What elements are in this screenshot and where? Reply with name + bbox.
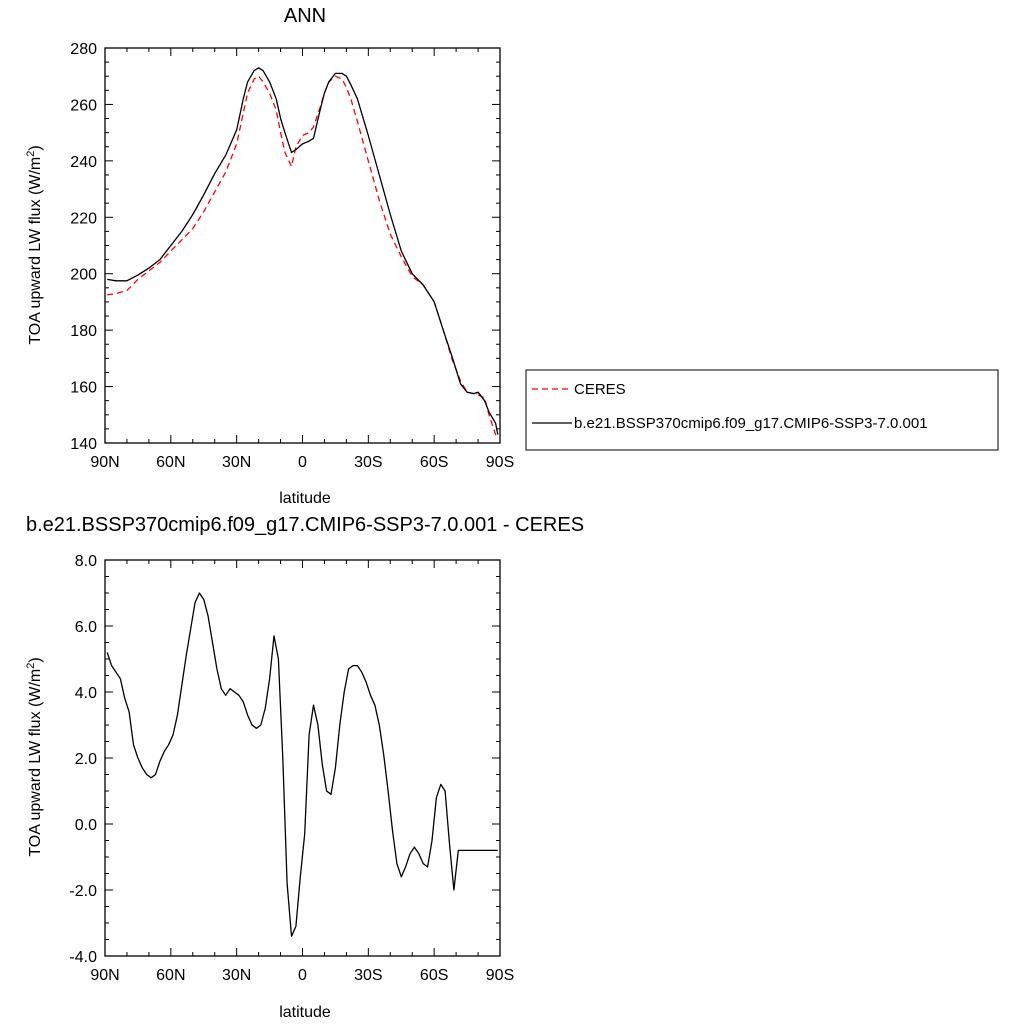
top-x-tick-label: 60S [420,454,448,471]
top-y-tick-label: 220 [70,210,97,227]
top-y-tick-label: 160 [70,380,97,397]
bottom-panel: b.e21.BSSP370cmip6.f09_g17.CMIP6-SSP3-7.… [25,514,584,1021]
bottom-y-tick-label: -4.0 [69,949,97,966]
top-x-tick-label: 90S [486,454,514,471]
bottom-x-tick-label: 0 [298,967,307,984]
top-series-line-0 [107,75,498,436]
bottom-x-tick-label: 30S [354,967,382,984]
legend-label-model: b.e21.BSSP370cmip6.f09_g17.CMIP6-SSP3-7.… [574,415,928,432]
top-chart-title: ANN [284,5,326,27]
top-y-tick-label: 200 [70,267,97,284]
top-x-tick-label: 0 [298,454,307,471]
bottom-y-tick-label: -2.0 [69,883,97,900]
bottom-y-tick-label: 8.0 [75,553,97,570]
bottom-y-axis-label: TOA upward LW flux (W/m2) [25,657,44,856]
legend-label-ceres: CERES [574,381,626,398]
top-y-tick-label: 260 [70,97,97,114]
legend-box [525,369,999,451]
bottom-x-tick-label: 90S [486,967,514,984]
top-x-tick-label: 60N [156,454,185,471]
top-plot-frame [104,47,501,444]
top-x-axis-label: latitude [279,490,331,507]
bottom-y-tick-label: 2.0 [75,751,97,768]
bottom-x-tick-label: 60S [420,967,448,984]
top-x-tick-label: 30S [354,454,382,471]
bottom-x-tick-label: 90N [90,967,119,984]
top-x-tick-label: 90N [90,454,119,471]
bottom-plot-frame [104,559,501,957]
top-x-tick-label: 30N [222,454,251,471]
legend: CERES b.e21.BSSP370cmip6.f09_g17.CMIP6-S… [525,369,999,451]
top-y-tick-label: 240 [70,154,97,171]
bottom-y-tick-label: 0.0 [75,817,97,834]
bottom-x-axis-label: latitude [279,1004,331,1021]
top-y-tick-label: 280 [70,41,97,58]
top-y-tick-label: 180 [70,323,97,340]
top-y-tick-label: 140 [70,436,97,453]
top-panel: ANN 90N 60N 30N 0 30S 60S 90S 140 160 180 200 220 24… [25,5,514,507]
bottom-series-line-0 [106,592,498,937]
bottom-x-tick-label: 30N [222,967,251,984]
bottom-y-tick-label: 4.0 [75,685,97,702]
bottom-chart-title: b.e21.BSSP370cmip6.f09_g17.CMIP6-SSP3-7.… [26,514,584,536]
bottom-y-tick-label: 6.0 [75,619,97,636]
top-series-line-1 [107,67,499,435]
bottom-x-tick-label: 60N [156,967,185,984]
top-y-axis-label: TOA upward LW flux (W/m2) [25,145,44,344]
